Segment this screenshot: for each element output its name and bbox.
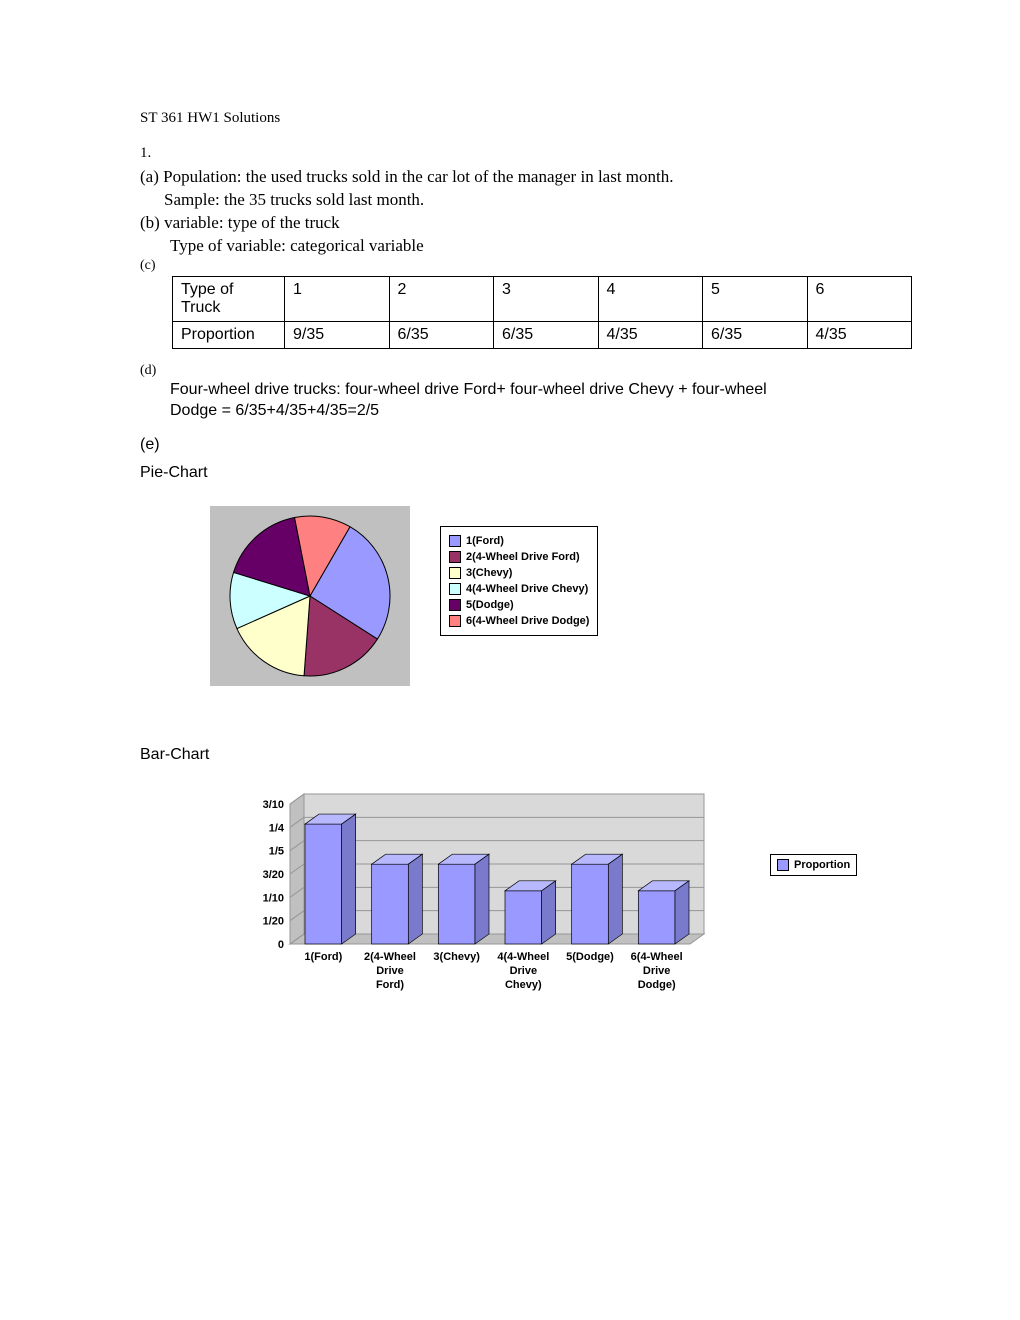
col-5: 5: [703, 276, 808, 321]
prop-1: 9/35: [285, 321, 390, 348]
prop-3: 6/35: [494, 321, 599, 348]
legend-item: 5(Dodge): [449, 597, 589, 613]
row-label: Proportion: [173, 321, 285, 348]
proportion-table: Type of Truck 1 2 3 4 5 6 Proportion 9/3…: [172, 276, 912, 349]
prop-4: 4/35: [598, 321, 703, 348]
page-title: ST 361 HW1 Solutions: [140, 110, 920, 127]
prop-2: 6/35: [389, 321, 494, 348]
col-3: 3: [494, 276, 599, 321]
line-d2: Dodge = 6/35+4/35+4/35=2/5: [140, 400, 920, 422]
label-e: (e): [140, 436, 920, 454]
svg-text:1/5: 1/5: [269, 846, 284, 858]
svg-text:3(Chevy): 3(Chevy): [433, 951, 480, 963]
svg-text:Chevy): Chevy): [505, 979, 542, 991]
col-6: 6: [807, 276, 912, 321]
question-number: 1.: [140, 145, 920, 162]
legend-item: 2(4-Wheel Drive Ford): [449, 549, 589, 565]
table-row: Type of Truck 1 2 3 4 5 6: [173, 276, 912, 321]
svg-text:1/20: 1/20: [263, 916, 284, 928]
pie-chart: [210, 506, 410, 686]
label-c: (c): [140, 258, 920, 274]
legend-item: 4(4-Wheel Drive Chevy): [449, 581, 589, 597]
svg-text:6(4-Wheel: 6(4-Wheel: [631, 951, 683, 963]
legend-item: 1(Ford): [449, 533, 589, 549]
bar-legend-label: Proportion: [794, 859, 850, 871]
svg-text:Drive: Drive: [376, 965, 404, 977]
legend-item: 3(Chevy): [449, 565, 589, 581]
svg-text:2(4-Wheel: 2(4-Wheel: [364, 951, 416, 963]
bar-legend: Proportion: [770, 854, 857, 876]
line-a2: Sample: the 35 trucks sold last month.: [140, 189, 920, 212]
line-b1: (b) variable: type of the truck: [140, 212, 920, 235]
svg-text:Ford): Ford): [376, 979, 404, 991]
svg-text:3/10: 3/10: [263, 799, 284, 811]
pie-chart-title: Pie-Chart: [140, 464, 920, 482]
svg-text:Drive: Drive: [510, 965, 538, 977]
svg-text:1/4: 1/4: [269, 822, 285, 834]
col-1: 1: [285, 276, 390, 321]
svg-text:Drive: Drive: [643, 965, 671, 977]
svg-text:4(4-Wheel: 4(4-Wheel: [497, 951, 549, 963]
prop-5: 6/35: [703, 321, 808, 348]
legend-item: 6(4-Wheel Drive Dodge): [449, 613, 589, 629]
svg-text:Dodge): Dodge): [638, 979, 676, 991]
line-a1: (a) Population: the used trucks sold in …: [140, 166, 920, 189]
col-4: 4: [598, 276, 703, 321]
svg-text:1/10: 1/10: [263, 892, 284, 904]
legend-swatch: [777, 859, 789, 871]
svg-text:5(Dodge): 5(Dodge): [566, 951, 614, 963]
table-row: Proportion 9/35 6/35 6/35 4/35 6/35 4/35: [173, 321, 912, 348]
bar-chart-title: Bar-Chart: [140, 746, 920, 764]
svg-text:3/20: 3/20: [263, 869, 284, 881]
line-b2: Type of variable: categorical variable: [140, 235, 920, 258]
pie-legend: 1(Ford)2(4-Wheel Drive Ford)3(Chevy)4(4-…: [440, 526, 598, 636]
col-2: 2: [389, 276, 494, 321]
table-header-label: Type of Truck: [173, 276, 285, 321]
svg-text:1(Ford): 1(Ford): [304, 951, 342, 963]
line-d1: Four-wheel drive trucks: four-wheel driv…: [140, 379, 920, 401]
label-d: (d): [140, 363, 920, 379]
svg-text:0: 0: [278, 939, 284, 951]
bar-chart: 0 1/20 1/10 3/20 1/5 1/4 3/10 1(Ford) 2(4-Wheel D…: [240, 784, 720, 1008]
prop-6: 4/35: [807, 321, 912, 348]
